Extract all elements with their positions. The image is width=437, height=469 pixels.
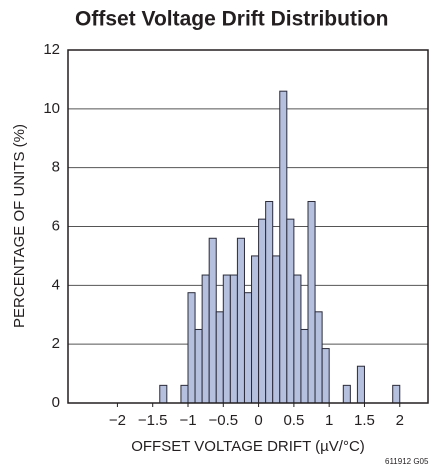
bar — [236, 237, 245, 404]
y-tick-label: 6 — [52, 217, 60, 234]
bar — [272, 255, 281, 404]
bar — [208, 237, 217, 404]
bar — [321, 348, 330, 404]
bar — [159, 384, 168, 404]
x-tick-label: −1 — [179, 412, 196, 429]
x-tick-label: −1.5 — [138, 412, 168, 429]
plot-frame — [67, 49, 429, 404]
bar — [286, 218, 295, 404]
bar — [187, 292, 196, 404]
x-tick-label: −2 — [109, 412, 126, 429]
x-tick-label: −0.5 — [208, 412, 238, 429]
bar — [342, 384, 351, 404]
bar — [251, 255, 260, 404]
y-tick-label: 2 — [52, 335, 60, 352]
chart-title: Offset Voltage Drift Distribution — [75, 8, 388, 31]
bar — [222, 274, 231, 404]
bar — [194, 328, 203, 404]
y-tick-label: 10 — [43, 100, 60, 117]
y-tick-label: 8 — [52, 159, 60, 176]
bar — [229, 274, 238, 404]
bar — [279, 90, 288, 404]
x-tick-label: 1 — [325, 412, 333, 429]
y-axis-label: PERCENTAGE OF UNITS (%) — [11, 124, 28, 328]
x-axis-label: OFFSET VOLTAGE DRIFT (µV/°C) — [131, 438, 365, 455]
y-tick-label: 0 — [52, 394, 60, 411]
bar — [215, 311, 224, 404]
x-tick-label: 1.5 — [354, 412, 375, 429]
bar — [300, 328, 309, 404]
x-tick-label: 2 — [396, 412, 404, 429]
bar — [307, 200, 316, 404]
bar — [258, 218, 267, 404]
bar — [356, 365, 365, 404]
bar — [265, 200, 274, 404]
bar — [314, 311, 323, 404]
y-tick-label: 4 — [52, 276, 60, 293]
x-tick-label: 0 — [254, 412, 262, 429]
bar — [392, 384, 401, 404]
bar — [180, 384, 189, 404]
bar — [201, 274, 210, 404]
y-tick-label: 12 — [43, 41, 60, 58]
footnote: 611912 G05 — [385, 457, 429, 466]
x-tick-label: 0.5 — [283, 412, 304, 429]
bar — [243, 292, 253, 404]
bar — [293, 274, 302, 404]
